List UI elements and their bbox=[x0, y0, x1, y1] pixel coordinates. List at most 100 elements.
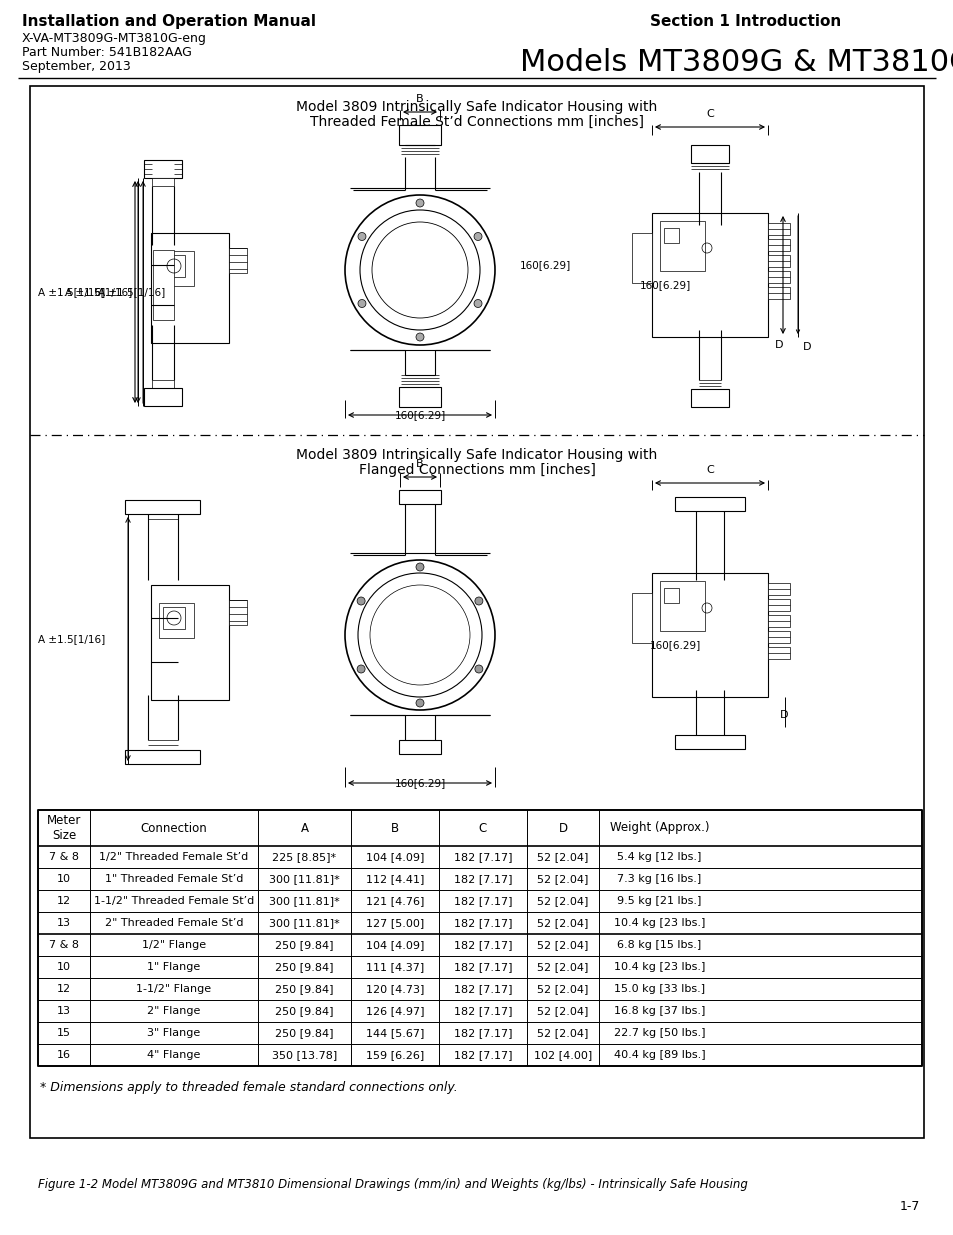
Text: 250 [9.84]: 250 [9.84] bbox=[275, 984, 334, 994]
Circle shape bbox=[474, 232, 481, 241]
Text: 10.4 kg [23 lbs.]: 10.4 kg [23 lbs.] bbox=[613, 918, 704, 927]
Text: B: B bbox=[416, 94, 423, 104]
Text: D: D bbox=[558, 821, 567, 835]
Circle shape bbox=[356, 664, 365, 673]
Text: 300 [11.81]*: 300 [11.81]* bbox=[269, 874, 339, 884]
Text: 15: 15 bbox=[57, 1028, 71, 1037]
Text: 182 [7.17]: 182 [7.17] bbox=[454, 918, 512, 927]
Bar bbox=[229, 600, 247, 625]
Text: A ±1.5[1/16]: A ±1.5[1/16] bbox=[38, 287, 105, 296]
Bar bbox=[159, 603, 193, 638]
Circle shape bbox=[357, 573, 481, 697]
Text: 22.7 kg [50 lbs.]: 22.7 kg [50 lbs.] bbox=[613, 1028, 704, 1037]
Text: 1" Flange: 1" Flange bbox=[147, 962, 200, 972]
Text: 250 [9.84]: 250 [9.84] bbox=[275, 940, 334, 950]
Text: 12: 12 bbox=[57, 984, 71, 994]
Text: 2" Flange: 2" Flange bbox=[147, 1007, 200, 1016]
Text: 120 [4.73]: 120 [4.73] bbox=[365, 984, 424, 994]
Circle shape bbox=[416, 699, 423, 706]
Text: 52 [2.04]: 52 [2.04] bbox=[537, 852, 588, 862]
Bar bbox=[126, 750, 200, 764]
Bar bbox=[675, 496, 744, 511]
Text: Model 3809 Intrinsically Safe Indicator Housing with: Model 3809 Intrinsically Safe Indicator … bbox=[296, 100, 657, 114]
Text: 300 [11.81]*: 300 [11.81]* bbox=[269, 897, 339, 906]
Text: 121 [4.76]: 121 [4.76] bbox=[365, 897, 424, 906]
Bar bbox=[163, 606, 185, 629]
Text: 104 [4.09]: 104 [4.09] bbox=[365, 940, 424, 950]
Text: A: A bbox=[300, 821, 308, 835]
Bar bbox=[398, 740, 440, 755]
Bar bbox=[152, 178, 173, 186]
Text: 159 [6.26]: 159 [6.26] bbox=[366, 1050, 424, 1060]
Text: 144 [5.67]: 144 [5.67] bbox=[365, 1028, 424, 1037]
Text: Section 1 Introduction: Section 1 Introduction bbox=[649, 14, 841, 28]
Bar bbox=[767, 240, 789, 251]
Text: 10: 10 bbox=[57, 874, 71, 884]
Text: 52 [2.04]: 52 [2.04] bbox=[537, 984, 588, 994]
Text: 182 [7.17]: 182 [7.17] bbox=[454, 962, 512, 972]
Circle shape bbox=[474, 300, 481, 308]
Text: B: B bbox=[391, 821, 398, 835]
Text: 182 [7.17]: 182 [7.17] bbox=[454, 984, 512, 994]
Bar bbox=[152, 249, 173, 320]
Bar bbox=[767, 287, 789, 299]
Text: 182 [7.17]: 182 [7.17] bbox=[454, 1050, 512, 1060]
Text: A ±1.5[1/16]: A ±1.5[1/16] bbox=[38, 634, 105, 643]
Bar bbox=[229, 248, 247, 273]
Text: D: D bbox=[780, 710, 788, 720]
Circle shape bbox=[356, 597, 365, 605]
Text: 182 [7.17]: 182 [7.17] bbox=[454, 1028, 512, 1037]
Circle shape bbox=[357, 232, 366, 241]
Circle shape bbox=[416, 333, 423, 341]
Bar bbox=[767, 631, 789, 643]
Text: 16.8 kg [37 lbs.]: 16.8 kg [37 lbs.] bbox=[613, 1007, 704, 1016]
Bar bbox=[767, 224, 789, 235]
Bar bbox=[159, 251, 193, 287]
Bar bbox=[767, 615, 789, 627]
Text: 182 [7.17]: 182 [7.17] bbox=[454, 897, 512, 906]
Text: 182 [7.17]: 182 [7.17] bbox=[454, 1007, 512, 1016]
Text: 160[6.29]: 160[6.29] bbox=[519, 261, 571, 270]
Bar bbox=[38, 810, 921, 1066]
Bar bbox=[767, 647, 789, 659]
Text: 52 [2.04]: 52 [2.04] bbox=[537, 1007, 588, 1016]
Text: B: B bbox=[416, 459, 423, 469]
Text: 300 [11.81]*: 300 [11.81]* bbox=[269, 918, 339, 927]
Text: Model 3809 Intrinsically Safe Indicator Housing with: Model 3809 Intrinsically Safe Indicator … bbox=[296, 448, 657, 462]
Circle shape bbox=[357, 300, 366, 308]
Text: 7 & 8: 7 & 8 bbox=[49, 940, 79, 950]
Text: C: C bbox=[705, 466, 713, 475]
Text: 1-1/2" Flange: 1-1/2" Flange bbox=[136, 984, 212, 994]
Text: Flanged Connections mm [inches]: Flanged Connections mm [inches] bbox=[358, 463, 595, 477]
Text: Weight (Approx.): Weight (Approx.) bbox=[609, 821, 708, 835]
Text: D: D bbox=[802, 342, 811, 352]
Text: 3" Flange: 3" Flange bbox=[147, 1028, 200, 1037]
Bar bbox=[767, 270, 789, 283]
Text: 1/2" Threaded Female St’d: 1/2" Threaded Female St’d bbox=[99, 852, 249, 862]
Text: 250 [9.84]: 250 [9.84] bbox=[275, 1007, 334, 1016]
Bar bbox=[675, 735, 744, 748]
Text: 5.4 kg [12 lbs.]: 5.4 kg [12 lbs.] bbox=[617, 852, 701, 862]
Bar bbox=[398, 125, 440, 144]
Text: 182 [7.17]: 182 [7.17] bbox=[454, 874, 512, 884]
Text: 52 [2.04]: 52 [2.04] bbox=[537, 918, 588, 927]
Text: 160[6.29]: 160[6.29] bbox=[639, 280, 691, 290]
Bar bbox=[659, 221, 704, 270]
Bar bbox=[659, 580, 704, 631]
Text: 160[6.29]: 160[6.29] bbox=[394, 410, 445, 420]
Circle shape bbox=[359, 210, 479, 330]
Text: C: C bbox=[478, 821, 487, 835]
Text: 1-7: 1-7 bbox=[899, 1200, 919, 1213]
Bar bbox=[30, 86, 923, 1137]
Text: Meter
Size: Meter Size bbox=[47, 814, 81, 842]
Text: 13: 13 bbox=[57, 918, 71, 927]
Bar bbox=[690, 144, 728, 163]
Text: 52 [2.04]: 52 [2.04] bbox=[537, 940, 588, 950]
Text: X-VA-MT3809G-MT3810G-eng: X-VA-MT3809G-MT3810G-eng bbox=[22, 32, 207, 44]
Text: Models MT3809G & MT3810G: Models MT3809G & MT3810G bbox=[519, 48, 953, 77]
Text: 10.4 kg [23 lbs.]: 10.4 kg [23 lbs.] bbox=[613, 962, 704, 972]
Text: 102 [4.00]: 102 [4.00] bbox=[534, 1050, 592, 1060]
Text: 52 [2.04]: 52 [2.04] bbox=[537, 874, 588, 884]
Circle shape bbox=[475, 664, 482, 673]
Text: A ±1.5[1/16]: A ±1.5[1/16] bbox=[65, 287, 132, 296]
